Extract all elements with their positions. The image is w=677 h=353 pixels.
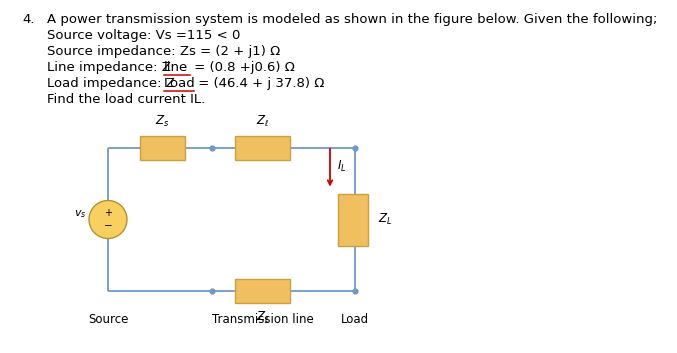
Text: Source voltage: Vs =115 < 0: Source voltage: Vs =115 < 0 [47,29,240,42]
Text: $\mathit{I}_L$: $\mathit{I}_L$ [337,159,347,174]
Bar [235,136,290,160]
Text: Transmission line: Transmission line [212,313,313,326]
Text: Source: Source [88,313,128,326]
Text: 4.: 4. [22,13,35,26]
Text: −: − [104,221,112,232]
Text: +: + [104,208,112,218]
Text: Find the load current IL.: Find the load current IL. [47,93,205,106]
Text: $\mathit{Z}_L$: $\mathit{Z}_L$ [378,212,393,227]
Text: Load: Load [341,313,369,326]
Text: Source impedance: Zs = (2 + j1) Ω: Source impedance: Zs = (2 + j1) Ω [47,45,280,58]
Bar [338,193,368,245]
Text: Load: Load [164,77,196,90]
Text: Line impedance: Z: Line impedance: Z [47,61,171,74]
Text: = (46.4 + j 37.8) Ω: = (46.4 + j 37.8) Ω [194,77,324,90]
Text: = (0.8 +j0.6) Ω: = (0.8 +j0.6) Ω [190,61,295,74]
Text: Load impedance: Z: Load impedance: Z [47,77,175,90]
Bar [235,279,290,303]
Text: line: line [164,61,188,74]
Text: $\mathit{Z}_\ell$: $\mathit{Z}_\ell$ [256,114,269,129]
Text: A power transmission system is modeled as shown in the figure below. Given the f: A power transmission system is modeled a… [47,13,657,26]
Bar [140,136,185,160]
Text: $\mathit{Z}_s$: $\mathit{Z}_s$ [155,114,170,129]
Circle shape [89,201,127,239]
Text: $\mathit{Z}_\ell$: $\mathit{Z}_\ell$ [256,310,269,325]
Text: $\it{v}_s$: $\it{v}_s$ [74,209,86,220]
